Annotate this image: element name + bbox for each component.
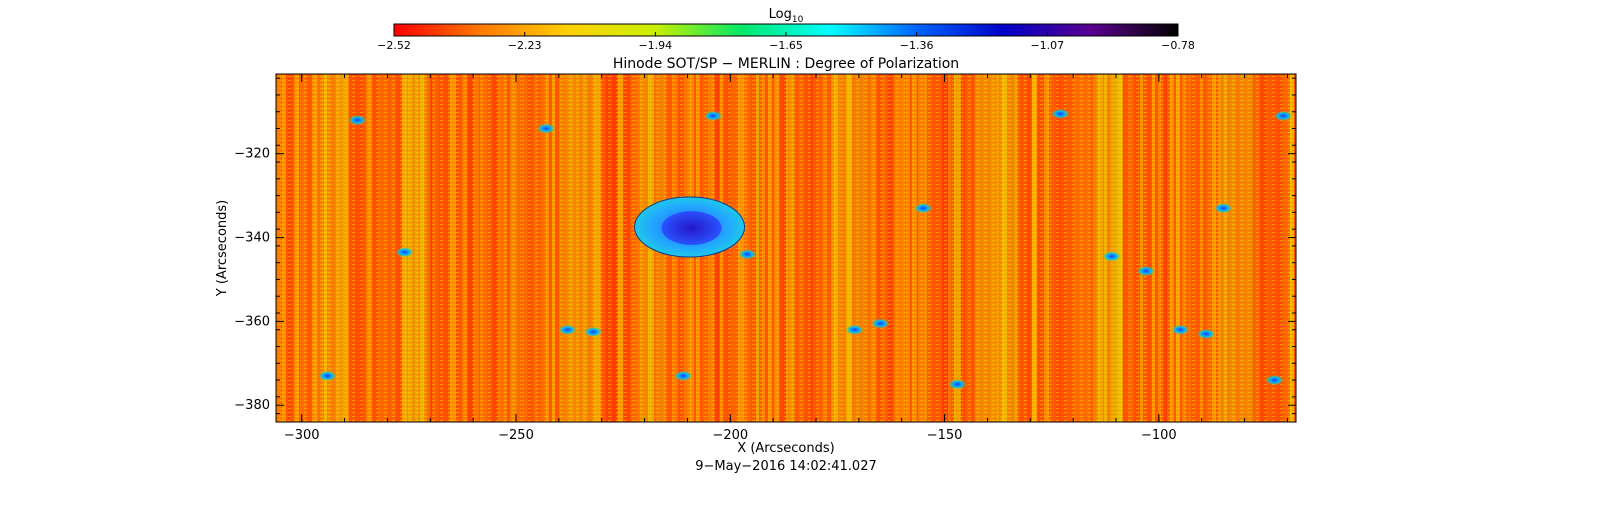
polarization-patch xyxy=(674,370,693,381)
colorbar-tick-label: −2.52 xyxy=(377,39,411,52)
y-tick-label: −380 xyxy=(234,398,270,413)
colorbar-ticks: −2.52 −2.23 −1.94 −1.65 −1.36 −1.07 −0.78 xyxy=(377,32,1195,52)
polarization-patch xyxy=(871,318,890,329)
x-tick-label: −150 xyxy=(927,428,963,443)
polarization-patch xyxy=(1171,324,1190,335)
polarization-patch xyxy=(704,110,723,121)
polarization-patch xyxy=(348,115,367,126)
y-tick-label: −360 xyxy=(234,314,270,329)
polarization-patch xyxy=(1197,328,1215,339)
polarization-patch xyxy=(1265,375,1284,386)
y-tick-label: −340 xyxy=(234,231,270,246)
date-footer: 9−May−2016 14:02:41.027 xyxy=(695,459,876,474)
polarization-patch xyxy=(845,324,864,335)
sunspot-umbra xyxy=(661,211,722,246)
x-tick-label: −200 xyxy=(712,428,748,443)
network-patches xyxy=(318,108,1293,390)
polarization-patch xyxy=(584,326,603,337)
polarization-patch xyxy=(395,247,414,258)
x-tick-label: −250 xyxy=(498,428,534,443)
x-axis-label: X (Arcseconds) xyxy=(737,441,834,456)
colorbar-tick-label: −0.78 xyxy=(1161,39,1195,52)
colorbar-tick-label: −1.36 xyxy=(900,39,934,52)
polarization-patch xyxy=(1274,110,1293,121)
polarization-patch xyxy=(738,249,757,260)
y-axis-label: Y (Arcseconds) xyxy=(215,200,230,297)
polarization-patch xyxy=(1102,251,1121,262)
plot-frame xyxy=(275,73,1297,423)
y-tick-label: −320 xyxy=(234,147,270,162)
colorbar-tick-label: −1.65 xyxy=(769,39,803,52)
polarization-patch xyxy=(1214,203,1233,214)
x-tick-label: −300 xyxy=(284,428,320,443)
colorbar-label: Log10 xyxy=(769,7,804,25)
heatmap-image xyxy=(276,74,1296,422)
polarization-patch xyxy=(558,324,577,335)
colorbar-tick-label: −1.94 xyxy=(638,39,672,52)
polarization-patch xyxy=(1137,266,1155,277)
sunspot xyxy=(634,196,746,258)
axis-ticks: −300 −250 −200 −150 −100 −320 −340 −360 −380 xyxy=(234,74,1296,443)
polarization-patch xyxy=(914,203,933,214)
polarization-patch xyxy=(537,123,555,134)
polarization-patch xyxy=(948,379,967,390)
polarization-patch xyxy=(318,370,337,381)
x-tick-label: −100 xyxy=(1141,428,1177,443)
colorbar-tick-label: −1.07 xyxy=(1030,39,1064,52)
chart-title: Hinode SOT/SP − MERLIN : Degree of Polar… xyxy=(613,56,959,72)
colorbar-tick-label: −2.23 xyxy=(508,39,542,52)
polarization-patch xyxy=(1051,108,1070,119)
